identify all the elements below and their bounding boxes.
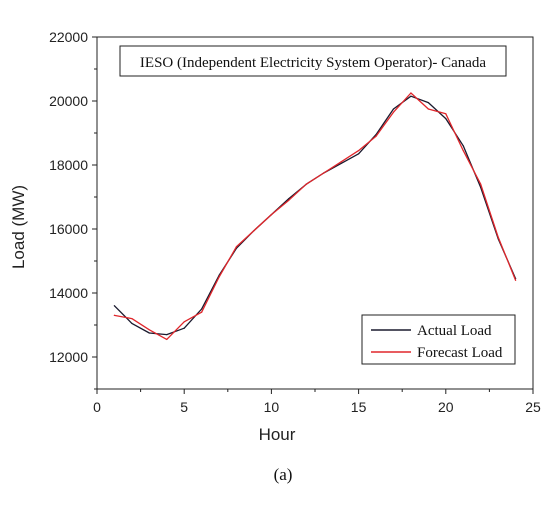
point-forecast-load [375, 135, 377, 137]
chart-title: IESO (Independent Electricity System Ope… [140, 55, 486, 71]
point-forecast-load [253, 230, 255, 232]
x-tick-label: 15 [351, 399, 367, 415]
point-forecast-load [305, 183, 307, 185]
chart-title-box [119, 45, 507, 77]
point-forecast-load [270, 214, 272, 216]
point-forecast-load [358, 150, 360, 152]
y-tick-label: 16000 [49, 221, 88, 237]
point-forecast-load [514, 279, 517, 281]
annotation-layer: IESO (Independent Electricity System Ope… [9, 45, 516, 484]
point-forecast-load [392, 111, 395, 113]
point-forecast-load [148, 329, 150, 331]
point-forecast-load [445, 113, 447, 115]
point-actual-load [288, 198, 290, 200]
y-tick-label: 12000 [49, 349, 88, 365]
series-layer [113, 92, 517, 341]
point-forecast-load [183, 321, 185, 323]
y-tick-label: 18000 [49, 157, 88, 173]
y-tick-label: 20000 [49, 93, 88, 109]
axes-layer: 0 5 10 15 20 25 12000 14000 16000 18000 20000 22000 [49, 29, 541, 415]
point-actual-load [113, 305, 116, 307]
point-actual-load [340, 162, 342, 164]
series-line-actual-load [113, 95, 517, 336]
point-forecast-load [462, 150, 464, 152]
point-forecast-load [340, 161, 342, 163]
x-tick-label: 5 [180, 399, 188, 415]
point-actual-load [166, 334, 168, 336]
point-forecast-load [323, 172, 325, 174]
point-forecast-load [480, 183, 482, 185]
point-actual-load [183, 327, 185, 329]
point-forecast-load [427, 108, 429, 110]
point-actual-load [410, 95, 412, 97]
point-forecast-load [497, 236, 499, 238]
point-forecast-load [218, 276, 220, 278]
point-forecast-load [201, 311, 203, 313]
y-axis-label: Load (MW) [9, 185, 28, 269]
point-actual-load [392, 108, 395, 110]
point-actual-load [462, 145, 464, 147]
point-forecast-load [288, 199, 290, 201]
point-actual-load [445, 118, 447, 120]
point-forecast-load [410, 92, 412, 94]
x-tick-label: 25 [525, 399, 541, 415]
x-tick-label: 0 [93, 399, 101, 415]
point-actual-load [358, 153, 360, 155]
y-tick-label: 22000 [49, 29, 88, 45]
legend-label-actual: Actual Load [417, 323, 492, 339]
point-actual-load [148, 332, 150, 334]
legend-label-forecast: Forecast Load [417, 345, 503, 361]
point-actual-load [131, 322, 133, 324]
point-actual-load [201, 308, 203, 310]
x-tick-label: 20 [438, 399, 454, 415]
point-forecast-load [235, 246, 238, 248]
y-tick-label: 14000 [49, 285, 88, 301]
point-forecast-load [131, 318, 133, 320]
point-forecast-load [113, 314, 116, 316]
series-line-forecast-load [113, 92, 517, 341]
figure-caption: (a) [274, 465, 293, 484]
point-forecast-load [166, 338, 168, 340]
legend-box [361, 314, 516, 365]
point-actual-load [427, 102, 429, 104]
x-tick-label: 10 [264, 399, 280, 415]
x-axis-label: Hour [259, 425, 296, 444]
